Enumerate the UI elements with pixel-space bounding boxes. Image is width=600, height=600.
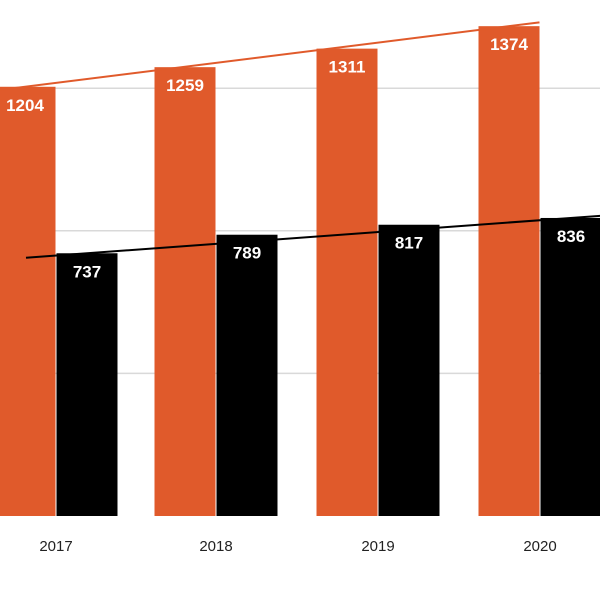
data-label-series-1-2017: 1204 bbox=[6, 96, 44, 115]
trendline-series-1 bbox=[0, 21, 540, 91]
x-tick-label-2020: 2020 bbox=[523, 538, 556, 555]
data-label-series-2-2018: 789 bbox=[233, 244, 261, 263]
x-tick-label-2018: 2018 bbox=[199, 538, 232, 555]
data-labels: 1204 1259 1311 1374 737 789 817 836 bbox=[6, 35, 585, 281]
data-label-series-1-2019: 1311 bbox=[329, 58, 366, 77]
x-tick-label-2017: 2017 bbox=[39, 538, 72, 555]
bar-series-1-2020 bbox=[478, 26, 540, 516]
bar-series-2-2018 bbox=[216, 234, 278, 516]
bar-series-2-2020 bbox=[540, 217, 600, 516]
x-axis-tick-labels: 2017 2018 2019 2020 bbox=[39, 538, 556, 555]
data-label-series-2-2020: 836 bbox=[557, 227, 585, 246]
data-label-series-1-2018: 1259 bbox=[166, 76, 204, 95]
trendline-series-2 bbox=[25, 214, 600, 259]
data-label-series-1-2020: 1374 bbox=[490, 35, 528, 54]
data-label-series-2-2019: 817 bbox=[395, 234, 423, 253]
x-tick-label-2019: 2019 bbox=[361, 538, 394, 555]
bar-series-1-2017 bbox=[0, 86, 56, 517]
data-label-series-2-2017: 737 bbox=[73, 262, 101, 281]
bar-series-2-2017 bbox=[56, 253, 118, 516]
trendlines bbox=[0, 21, 600, 259]
bar-series-1-2018 bbox=[154, 67, 216, 516]
bars bbox=[0, 26, 600, 517]
bar-series-1-2019 bbox=[316, 48, 378, 516]
bar-series-2-2019 bbox=[378, 224, 440, 516]
